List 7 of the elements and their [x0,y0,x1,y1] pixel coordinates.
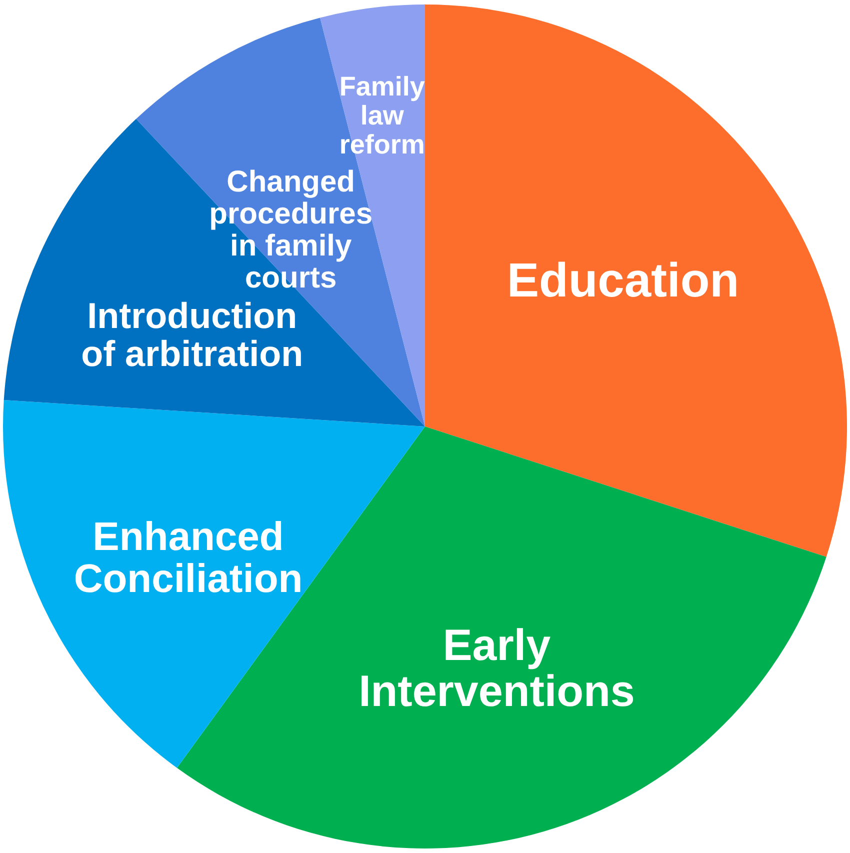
pie-slice [425,4,846,557]
slice-label: Education [507,254,740,308]
slice-label: Introduction of arbitration [81,294,304,374]
slice-label: Early Interventions [358,621,635,716]
slice-label: Enhanced Conciliation [74,514,303,601]
slice-label: Changed procedures in family courts [209,165,373,294]
slice-label: Family law reform [339,71,425,160]
